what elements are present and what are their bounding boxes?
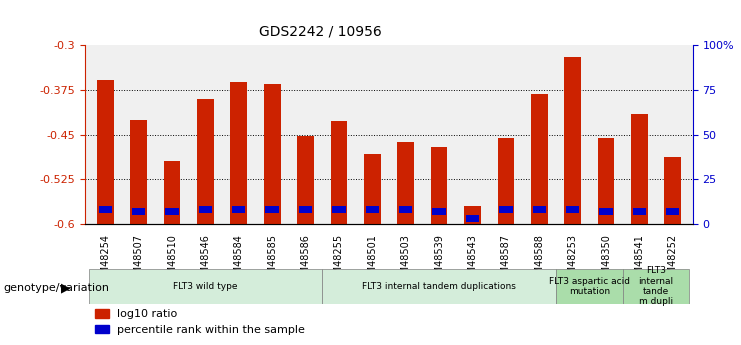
FancyBboxPatch shape [622, 269, 689, 304]
Bar [199, 206, 212, 214]
Text: GDS2242 / 10956: GDS2242 / 10956 [259, 24, 382, 38]
Bar [433, 208, 446, 215]
Text: FLT3
internal
tande
m dupli: FLT3 internal tande m dupli [639, 266, 674, 306]
Bar [230, 82, 247, 224]
Bar [265, 206, 279, 214]
FancyBboxPatch shape [322, 269, 556, 304]
Bar [197, 99, 213, 224]
FancyBboxPatch shape [89, 269, 322, 304]
Bar [497, 138, 514, 224]
Bar [330, 121, 348, 224]
Bar [165, 208, 179, 215]
FancyBboxPatch shape [556, 269, 622, 304]
Bar [466, 215, 479, 223]
Text: genotype/variation: genotype/variation [4, 283, 110, 293]
Bar [397, 142, 414, 224]
Bar [431, 147, 448, 224]
Text: ▶: ▶ [61, 282, 70, 295]
Bar [365, 206, 379, 214]
Bar [533, 206, 546, 214]
Bar [399, 206, 413, 214]
Text: FLT3 wild type: FLT3 wild type [173, 282, 238, 291]
Bar [332, 206, 345, 214]
Bar [164, 161, 180, 224]
Bar [531, 94, 548, 224]
Bar [565, 57, 581, 224]
Bar [599, 208, 613, 215]
Bar [631, 114, 648, 224]
Bar [633, 208, 646, 215]
Bar [130, 120, 147, 224]
Bar [264, 84, 281, 224]
Bar [566, 206, 579, 214]
Bar [598, 138, 614, 224]
Text: FLT3 aspartic acid
mutation: FLT3 aspartic acid mutation [549, 277, 630, 296]
Bar [364, 154, 381, 224]
Bar [97, 80, 113, 224]
Bar [499, 206, 513, 214]
Legend: log10 ratio, percentile rank within the sample: log10 ratio, percentile rank within the … [90, 305, 310, 339]
Bar [232, 206, 245, 214]
Bar [99, 206, 112, 214]
Bar [464, 206, 481, 224]
Text: FLT3 internal tandem duplications: FLT3 internal tandem duplications [362, 282, 516, 291]
Bar [297, 136, 314, 224]
Bar [665, 157, 681, 224]
Bar [132, 208, 145, 215]
Bar [299, 206, 312, 214]
Bar [666, 208, 679, 215]
